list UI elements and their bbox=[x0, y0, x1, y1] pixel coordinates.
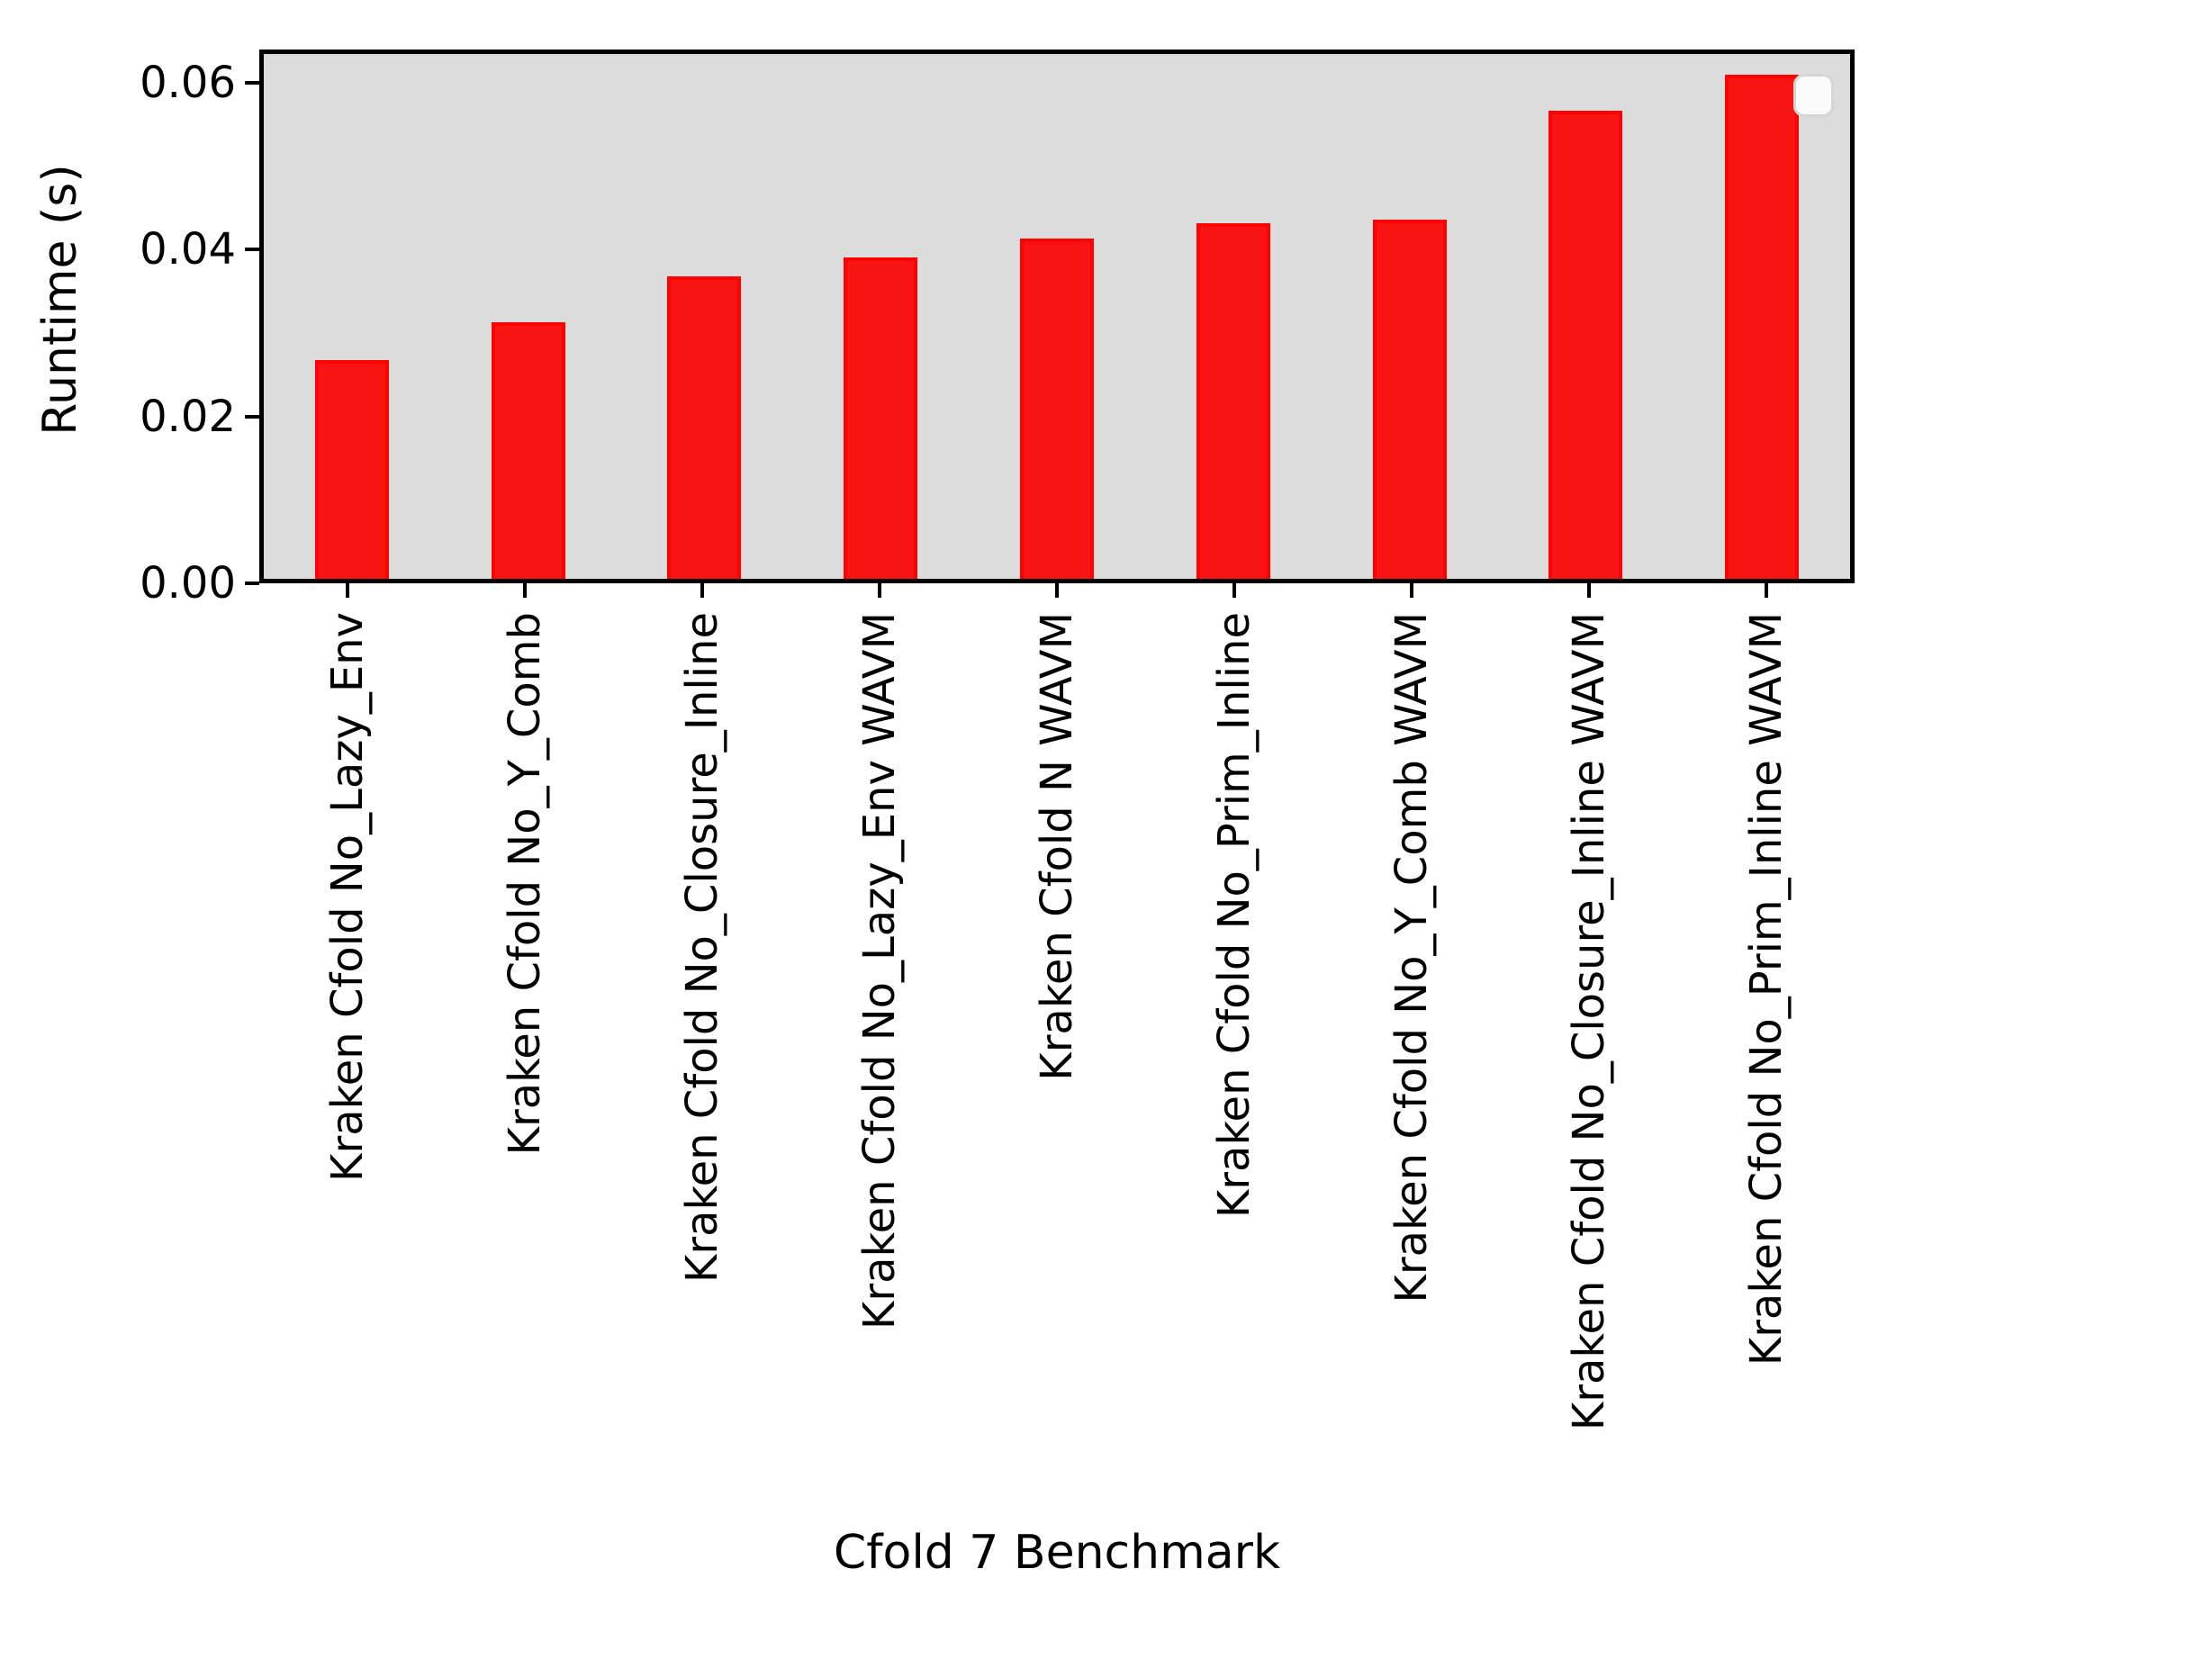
x-tick-mark bbox=[523, 583, 528, 598]
x-tick: Kraken Cfold No_Lazy_Env WAVM bbox=[791, 583, 969, 1430]
x-axis-title: Cfold 7 Benchmark bbox=[833, 1526, 1281, 1580]
bar-7 bbox=[1372, 219, 1447, 579]
y-tick: 0.06 bbox=[140, 61, 259, 104]
x-axis-tick-labels: Kraken Cfold No_Lazy_Env Kraken Cfold No… bbox=[259, 583, 1855, 1430]
x-tick-mark bbox=[1409, 583, 1413, 598]
bar-series bbox=[264, 54, 1850, 579]
bar-slot bbox=[1145, 54, 1322, 579]
y-tick: 0.02 bbox=[140, 395, 259, 438]
x-tick-label-8: Kraken Cfold No_Closure_Inline WAVM bbox=[1563, 612, 1614, 1431]
x-tick-mark bbox=[1764, 583, 1768, 598]
x-tick-mark bbox=[878, 583, 882, 598]
bar-1 bbox=[314, 360, 389, 579]
x-tick-mark bbox=[346, 583, 350, 598]
x-tick-label-9: Kraken Cfold No_Prim_Inline WAVM bbox=[1740, 612, 1792, 1366]
bar-slot bbox=[792, 54, 969, 579]
y-tick-label: 0.04 bbox=[140, 224, 236, 275]
bar-6 bbox=[1196, 223, 1270, 579]
bar-2 bbox=[491, 322, 565, 579]
x-tick-mark bbox=[1586, 583, 1591, 598]
x-tick: Kraken Cfold No_Y_Comb bbox=[437, 583, 614, 1430]
y-tick-mark bbox=[245, 248, 259, 252]
bar-slot bbox=[264, 54, 440, 579]
bar-4 bbox=[844, 257, 918, 579]
plot-area bbox=[259, 50, 1855, 583]
x-tick-label-4: Kraken Cfold No_Lazy_Env WAVM bbox=[854, 612, 906, 1330]
x-tick-label-5: Kraken Cfold N WAVM bbox=[1032, 612, 1082, 1081]
bar-3 bbox=[667, 276, 742, 579]
bar-slot bbox=[440, 54, 617, 579]
bar-slot bbox=[1322, 54, 1498, 579]
y-axis: 0.00 0.02 0.04 0.06 bbox=[0, 50, 259, 605]
legend-box bbox=[1793, 74, 1834, 117]
bar-slot bbox=[1674, 54, 1850, 579]
bar-9 bbox=[1725, 75, 1800, 579]
x-tick-label-6: Kraken Cfold No_Prim_Inline bbox=[1208, 612, 1259, 1219]
x-tick: Kraken Cfold No_Prim_Inline WAVM bbox=[1677, 583, 1855, 1430]
y-tick-mark bbox=[245, 582, 259, 585]
x-tick-mark bbox=[1232, 583, 1236, 598]
bar-slot bbox=[617, 54, 793, 579]
bar-8 bbox=[1548, 111, 1623, 579]
x-tick: Kraken Cfold No_Closure_Inline WAVM bbox=[1500, 583, 1677, 1430]
bar-5 bbox=[1020, 238, 1095, 579]
x-tick: Kraken Cfold No_Y_Comb WAVM bbox=[1323, 583, 1500, 1430]
x-tick-label-2: Kraken Cfold No_Y_Comb bbox=[500, 612, 551, 1156]
y-tick-label: 0.00 bbox=[140, 558, 236, 609]
x-tick: Kraken Cfold N WAVM bbox=[969, 583, 1146, 1430]
x-tick-mark bbox=[1055, 583, 1059, 598]
y-tick: 0.00 bbox=[140, 562, 259, 605]
y-tick: 0.04 bbox=[140, 228, 259, 271]
x-tick-label-3: Kraken Cfold No_Closure_Inline bbox=[677, 612, 728, 1284]
x-tick-mark bbox=[700, 583, 705, 598]
x-tick: Kraken Cfold No_Prim_Inline bbox=[1145, 583, 1323, 1430]
bar-slot bbox=[969, 54, 1145, 579]
y-tick-label: 0.02 bbox=[140, 391, 236, 442]
x-tick-label-1: Kraken Cfold No_Lazy_Env bbox=[322, 612, 374, 1182]
x-tick-label-7: Kraken Cfold No_Y_Comb WAVM bbox=[1386, 612, 1437, 1303]
y-tick-mark bbox=[245, 414, 259, 419]
y-tick-mark bbox=[245, 81, 259, 86]
x-tick: Kraken Cfold No_Closure_Inline bbox=[614, 583, 791, 1430]
bar-slot bbox=[1497, 54, 1674, 579]
x-tick: Kraken Cfold No_Lazy_Env bbox=[259, 583, 437, 1430]
y-tick-label: 0.06 bbox=[140, 58, 236, 109]
